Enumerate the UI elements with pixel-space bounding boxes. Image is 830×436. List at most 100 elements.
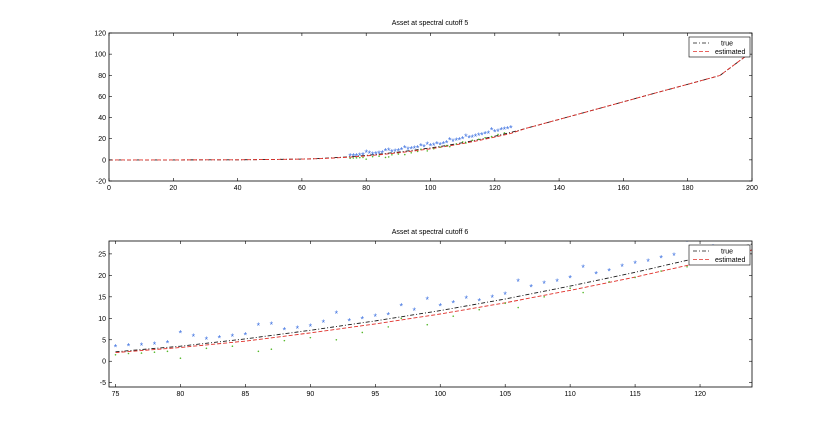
data-point: * — [464, 294, 468, 304]
data-point: * — [114, 342, 118, 352]
plot-clip: ****************************************… — [109, 55, 746, 162]
data-point: * — [724, 236, 728, 246]
x-tick-label: 200 — [746, 185, 758, 192]
data-point — [439, 146, 441, 148]
data-point: * — [153, 340, 157, 350]
data-point: * — [231, 332, 235, 342]
y-tick-label: 0 — [102, 157, 106, 164]
data-point: * — [166, 338, 170, 348]
x-tick-label: 20 — [169, 185, 177, 192]
subplot-2: Asset at spectral cutoff 6 * * * * ** * * * * ** *… — [98, 229, 753, 398]
data-point — [153, 351, 156, 354]
data-point — [497, 133, 499, 136]
data-point: * — [503, 125, 507, 135]
data-point: * — [140, 341, 144, 351]
data-point: * — [445, 139, 449, 149]
data-point: * — [659, 253, 663, 263]
x-tick-label: 100 — [434, 391, 446, 398]
x-tick-label: 90 — [306, 391, 314, 398]
y-tick-label: 5 — [102, 337, 106, 344]
data-point: * — [426, 140, 430, 150]
y-tick-label: 40 — [98, 115, 106, 122]
data-point: * — [374, 149, 378, 159]
data-point: * — [348, 152, 352, 162]
data-point: * — [397, 147, 401, 157]
data-point — [114, 353, 117, 356]
data-point: * — [244, 331, 248, 341]
y-tick-label: 80 — [98, 73, 106, 80]
x-tick-label: 80 — [362, 185, 370, 192]
x-tick-label: 100 — [425, 185, 437, 192]
data-point: * — [448, 136, 452, 146]
data-point — [660, 270, 662, 272]
data-point: * — [384, 146, 388, 156]
data-point — [371, 155, 374, 158]
x-tick-label: 40 — [234, 185, 242, 192]
data-point: * — [409, 145, 413, 155]
data-point: * — [400, 146, 404, 156]
legend: true estimated — [688, 244, 751, 266]
data-point — [445, 144, 448, 147]
data-point — [432, 147, 435, 150]
data-point: * — [322, 318, 326, 328]
y-tick-label: 120 — [94, 31, 106, 38]
data-point — [362, 156, 364, 159]
y-tick-label: 0 — [102, 359, 106, 366]
x-tick-label: 160 — [618, 185, 630, 192]
y-tick-label: 25 — [98, 251, 106, 258]
data-point — [455, 143, 458, 145]
y-tick-label: 60 — [98, 94, 106, 101]
data-point: * — [205, 335, 209, 345]
data-point: * — [442, 139, 446, 149]
data-point: * — [270, 320, 274, 330]
data-point — [179, 357, 182, 360]
x-tick-label: 0 — [107, 185, 111, 192]
data-point: * — [477, 131, 481, 141]
data-point — [387, 326, 390, 328]
data-point: * — [480, 131, 484, 141]
data-point: * — [309, 322, 313, 332]
data-point: * — [257, 321, 261, 331]
data-point — [504, 302, 506, 305]
data-point: * — [509, 123, 513, 133]
data-point: * — [594, 269, 598, 279]
data-point: * — [358, 151, 362, 161]
data-point: * — [477, 296, 481, 306]
data-point: * — [737, 235, 741, 245]
data-point: * — [374, 312, 378, 322]
data-point: * — [403, 143, 407, 153]
plot-area: * * * * * * * * * * * * * * * * * * * * * * * * * * * * * * * * * * * * * * * *… — [114, 235, 752, 360]
axis-ticks: 0 20 40 60 80 100 120 140 160 180 200-200204060801… — [94, 31, 758, 193]
legend-label-true: true — [721, 249, 733, 256]
y-tick-label: 15 — [98, 294, 106, 301]
plot-clip: ****************************************… — [114, 235, 752, 360]
data-point: * — [435, 140, 439, 150]
data-point: * — [516, 277, 520, 287]
y-tick-label: 20 — [98, 273, 106, 280]
data-point — [686, 265, 688, 268]
data-point: * — [672, 251, 676, 261]
data-point — [490, 135, 493, 138]
data-point: * — [419, 142, 423, 152]
data-point: * — [471, 133, 475, 143]
data-point: * — [364, 148, 368, 158]
data-point: * — [487, 129, 491, 139]
legend: true estimated — [688, 36, 751, 58]
data-point: * — [461, 135, 465, 145]
data-point — [448, 145, 451, 148]
data-point: * — [127, 341, 131, 351]
data-point: * — [451, 137, 455, 147]
data-point — [283, 339, 286, 342]
data-point — [335, 338, 338, 341]
legend-label-estimated: estimated — [715, 257, 745, 264]
data-point: * — [474, 132, 478, 142]
data-point — [569, 287, 571, 290]
data-point: * — [413, 306, 417, 316]
data-point — [478, 308, 481, 311]
data-point: * — [296, 324, 300, 334]
data-point — [608, 280, 610, 283]
data-point — [127, 352, 130, 355]
data-point: * — [581, 263, 585, 273]
data-point — [452, 315, 455, 317]
